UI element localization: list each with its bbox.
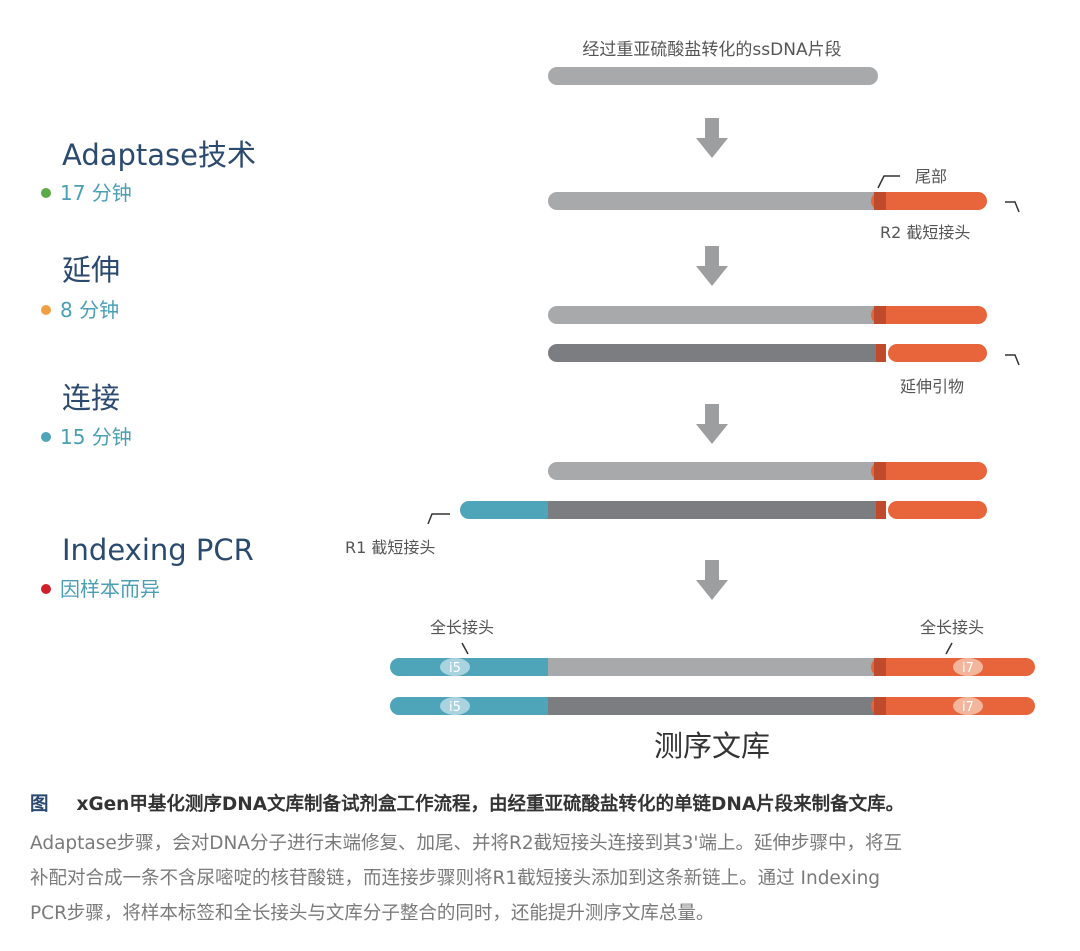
step-time-adaptase: 17 分钟 bbox=[60, 181, 132, 205]
strand-ligated bbox=[460, 501, 987, 519]
full-adapter-label-right: 全长接头 bbox=[920, 618, 984, 637]
extension-primer-label: 延伸引物 bbox=[900, 377, 964, 396]
down-arrow-icon bbox=[696, 246, 728, 286]
strand-template bbox=[548, 306, 987, 324]
pointer-right bbox=[945, 642, 953, 655]
step-title-indexing-pcr: Indexing PCR bbox=[62, 533, 254, 567]
i7-index-label: i7 bbox=[962, 700, 974, 715]
step-title-extension: 延伸 bbox=[62, 253, 120, 287]
down-arrow-icon bbox=[696, 560, 728, 600]
r1-label: R1 截短接头 bbox=[345, 538, 435, 557]
time-dot-red bbox=[41, 584, 51, 594]
full-adapter-label-left: 全长接头 bbox=[430, 618, 494, 637]
library-strand-top bbox=[390, 658, 1035, 676]
caption-line: 补配对合成一条不含尿嘧啶的核苷酸链，而连接步骤则将R1截短接头添加到这条新链上。… bbox=[30, 868, 881, 889]
workflow-diagram: Adaptase技术 17 分钟 延伸 8 分钟 连接 15 分钟 Indexi… bbox=[41, 40, 1035, 763]
r2-bracket bbox=[1005, 201, 1020, 213]
figure-label: 图 bbox=[30, 794, 49, 815]
step-time-extension: 8 分钟 bbox=[60, 298, 119, 322]
down-arrow-icon bbox=[696, 404, 728, 444]
caption-line: PCR步骤，将样本标签和全长接头与文库分子整合的同时，还能提升测序文库总量。 bbox=[30, 903, 715, 924]
i5-index-label: i5 bbox=[449, 700, 461, 715]
caption-title: 图 xGen甲基化测序DNA文库制备试剂盒工作流程，由经重亚硫酸盐转化的单链DNA… bbox=[30, 790, 904, 816]
i7-index-label: i7 bbox=[962, 661, 974, 676]
time-dot-orange bbox=[41, 305, 51, 315]
pointer-left bbox=[461, 642, 469, 655]
library-strand-bottom bbox=[390, 697, 1035, 715]
library-label: 测序文库 bbox=[654, 729, 770, 763]
i5-index-label: i5 bbox=[449, 661, 461, 676]
primer-bracket bbox=[1005, 354, 1020, 366]
strand-template bbox=[548, 462, 987, 480]
strand-extended bbox=[548, 344, 987, 362]
tail-label: 尾部 bbox=[915, 167, 947, 186]
input-label: 经过重亚硫酸盐转化的ssDNA片段 bbox=[582, 40, 841, 60]
step-time-ligation: 15 分钟 bbox=[60, 425, 132, 449]
down-arrow-icon bbox=[696, 118, 728, 158]
step-time-indexing-pcr: 因样本而异 bbox=[60, 577, 160, 601]
caption-line: Adaptase步骤，会对DNA分子进行末端修复、加尾、并将R2截短接头连接到其… bbox=[30, 833, 902, 854]
time-dot-teal bbox=[41, 432, 51, 442]
caption-title-text: xGen甲基化测序DNA文库制备试剂盒工作流程，由经重亚硫酸盐转化的单链DNA片… bbox=[76, 794, 905, 815]
time-dot-green bbox=[41, 188, 51, 198]
r2-label: R2 截短接头 bbox=[880, 223, 970, 242]
step-title-adaptase: Adaptase技术 bbox=[62, 138, 256, 172]
r1-bracket bbox=[427, 513, 450, 525]
step-title-ligation: 连接 bbox=[62, 381, 120, 415]
strand-tailed bbox=[548, 192, 987, 210]
tail-pointer bbox=[877, 175, 900, 189]
